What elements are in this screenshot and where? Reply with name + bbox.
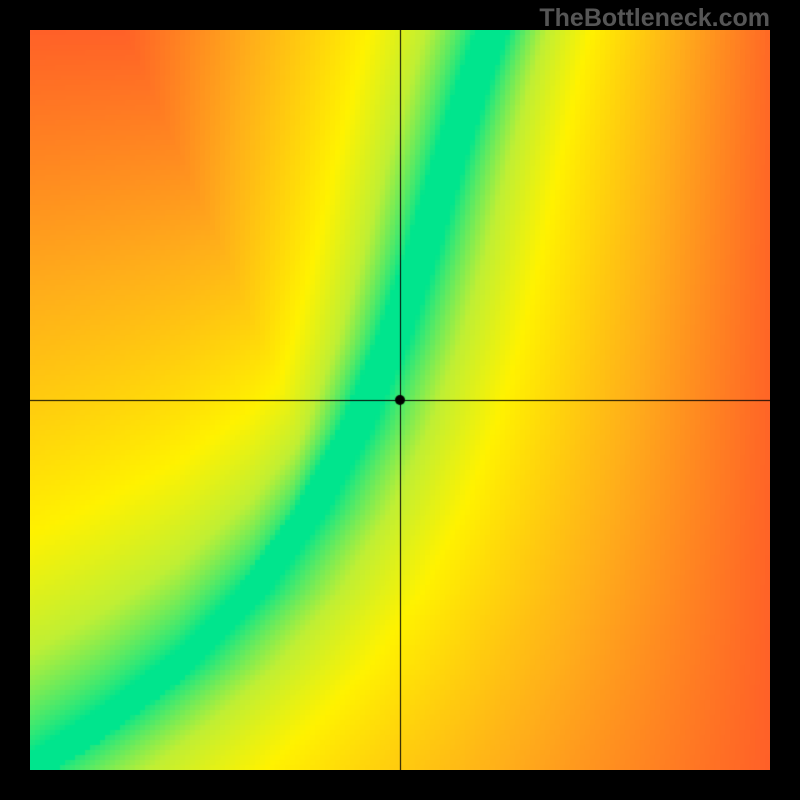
frame-border-right: [770, 0, 800, 800]
watermark-text: TheBottleneck.com: [539, 4, 770, 33]
bottleneck-heatmap: [30, 30, 770, 770]
frame-border-bottom: [0, 770, 800, 800]
frame-border-left: [0, 0, 30, 800]
